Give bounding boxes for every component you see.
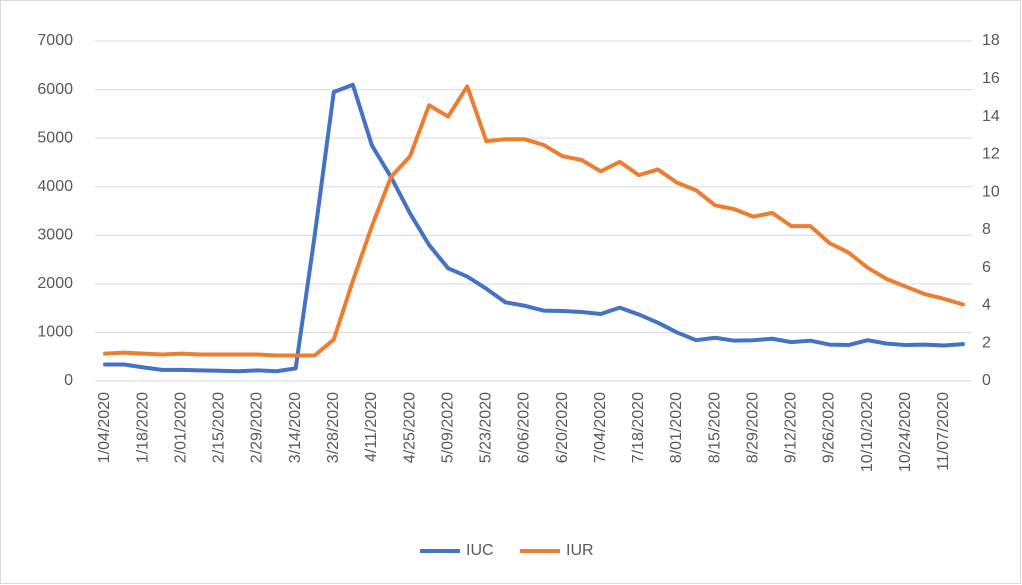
x-tick-label: 3/14/2020 [287, 392, 304, 463]
x-tick-label: 6/06/2020 [516, 392, 533, 463]
x-tick-label: 9/26/2020 [821, 392, 838, 463]
y2-tick-label: 14 [982, 108, 1000, 125]
x-tick-label: 4/11/2020 [363, 392, 380, 462]
legend-label: IUC [466, 542, 494, 559]
y2-tick-label: 4 [982, 297, 991, 314]
y2-tick-label: 16 [982, 70, 1000, 87]
y-tick-label: 6000 [37, 81, 73, 98]
y2-tick-label: 8 [982, 221, 991, 238]
x-tick-label: 2/01/2020 [172, 392, 189, 463]
x-tick-label: 5/23/2020 [478, 392, 495, 463]
x-tick-label: 4/25/2020 [401, 392, 418, 463]
series-line [103, 82, 965, 374]
x-tick-label: 8/15/2020 [706, 392, 723, 463]
y2-tick-label: 12 [982, 146, 1000, 163]
y-tick-label: 3000 [37, 227, 73, 244]
x-tick-label: 1/04/2020 [96, 392, 113, 463]
series-line [103, 84, 965, 358]
x-tick-label: 7/04/2020 [592, 392, 609, 463]
x-tick-label: 8/29/2020 [744, 392, 761, 463]
x-tick-label: 11/07/2020 [935, 392, 952, 471]
y2-tick-label: 6 [982, 259, 991, 276]
x-tick-label: 3/28/2020 [325, 392, 342, 463]
x-tick-label: 2/29/2020 [249, 392, 266, 463]
legend-label: IUR [566, 542, 594, 559]
y2-tick-label: 2 [982, 334, 991, 351]
y-tick-label: 1000 [37, 324, 73, 341]
y-tick-label: 4000 [37, 178, 73, 195]
x-tick-label: 5/09/2020 [439, 392, 456, 463]
x-tick-label: 7/18/2020 [630, 392, 647, 463]
y-tick-label: 0 [64, 372, 73, 389]
x-tick-label: 1/18/2020 [134, 392, 151, 463]
y2-tick-label: 10 [982, 183, 1000, 200]
y2-tick-label: 0 [982, 372, 991, 389]
x-tick-label: 10/24/2020 [897, 392, 914, 472]
y-tick-label: 7000 [37, 32, 73, 49]
x-tick-label: 2/15/2020 [211, 392, 228, 463]
x-tick-label: 6/20/2020 [554, 392, 571, 463]
y2-tick-label: 18 [982, 32, 1000, 49]
x-tick-label: 9/12/2020 [783, 392, 800, 463]
x-tick-label: 10/10/2020 [859, 392, 876, 472]
y-tick-label: 5000 [37, 129, 73, 146]
y-tick-label: 2000 [37, 275, 73, 292]
x-tick-label: 8/01/2020 [668, 392, 685, 463]
